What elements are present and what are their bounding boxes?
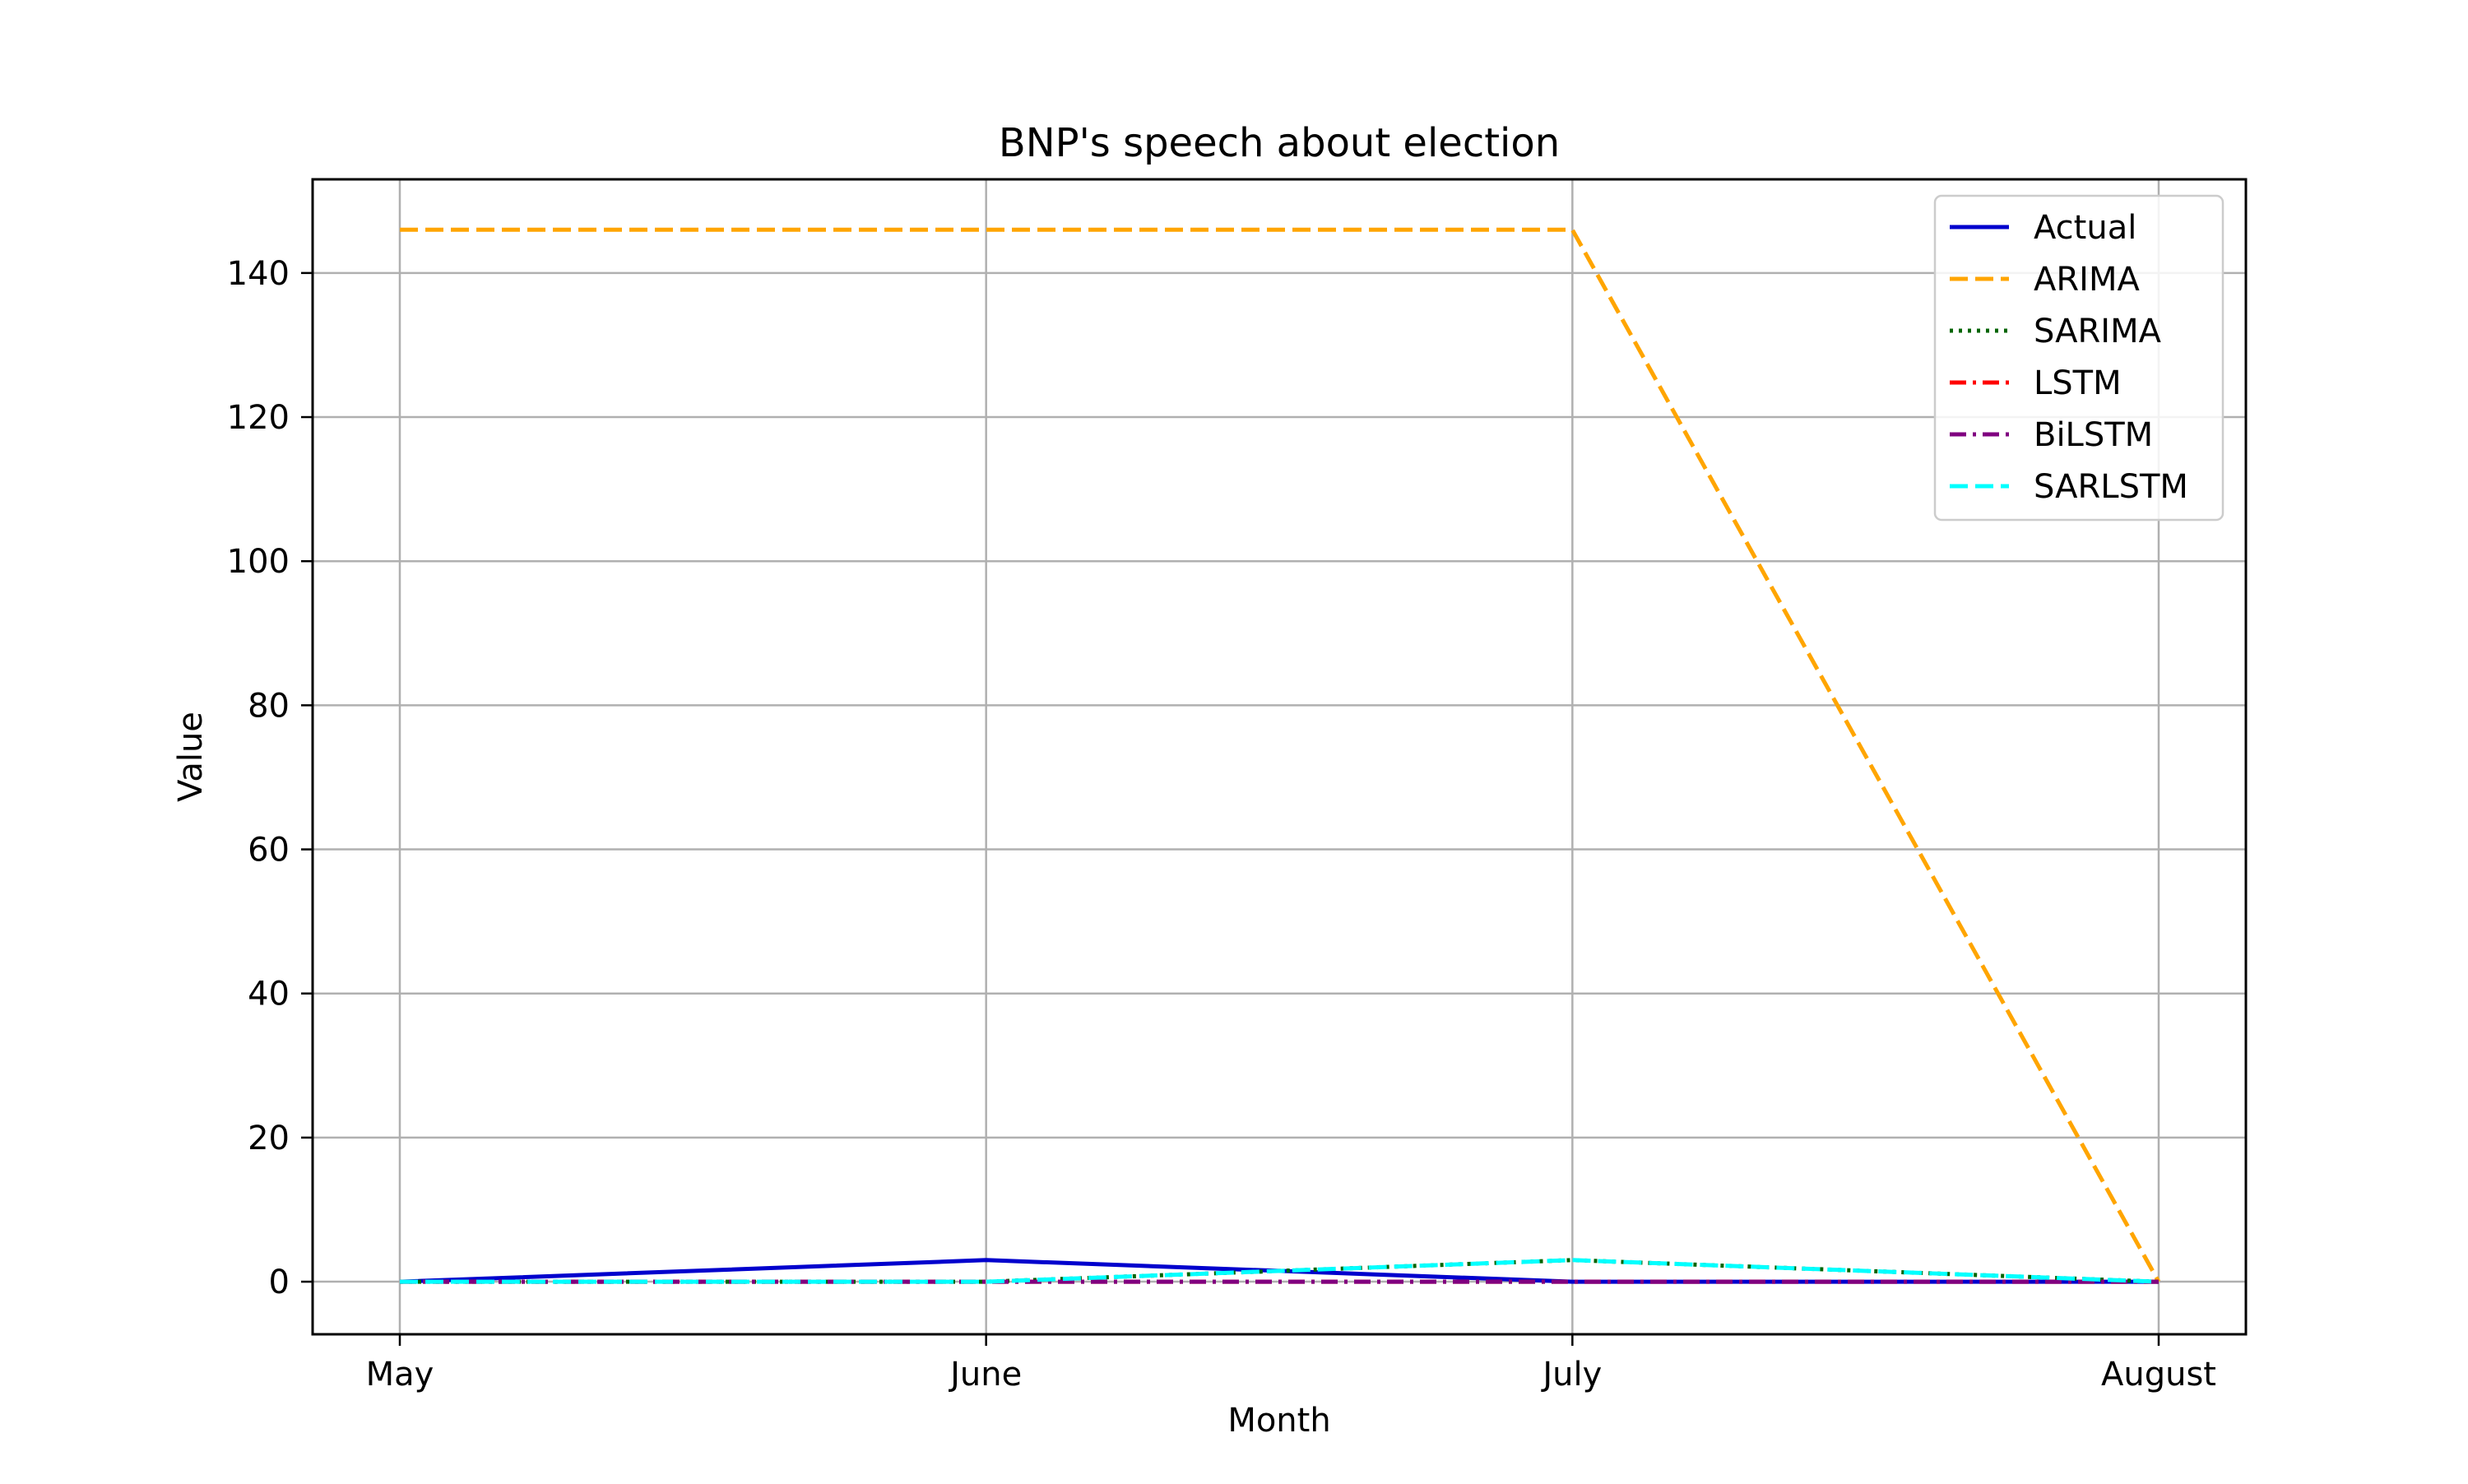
y-tick-label: 40 [248,976,290,1013]
y-tick-label: 0 [269,1264,290,1301]
x-axis-label: Month [1227,1402,1330,1440]
y-tick-label: 20 [248,1120,290,1157]
chart-title: BNP's speech about election [999,120,1560,166]
y-tick-label: 80 [248,687,290,725]
y-tick-label: 120 [227,399,290,437]
x-tick-label: June [948,1356,1022,1394]
x-tick-label: July [1540,1356,1602,1394]
y-tick-label: 140 [227,255,290,293]
legend-label-arima: ARIMA [2034,261,2140,299]
y-axis-label: Value [172,712,210,802]
series-line-arima [400,227,2161,1283]
legend-label-actual: Actual [2034,209,2136,247]
legend: Actual ARIMA SARIMA LSTM BiLSTM SARLSTM [1933,194,2224,522]
series-line-sarlstm [400,1258,2160,1284]
x-tick-label: May [366,1356,434,1394]
legend-label-sarima: SARIMA [2034,313,2162,350]
plot-frame [311,178,2248,1336]
legend-label-sarlstm: SARLSTM [2034,468,2188,506]
y-tick-label: 100 [227,543,290,581]
legend-label-lstm: LSTM [2034,364,2122,402]
y-tick-label: 60 [248,832,290,870]
legend-label-bilstm: BiLSTM [2034,416,2153,454]
x-tick-label: August [2101,1356,2216,1394]
